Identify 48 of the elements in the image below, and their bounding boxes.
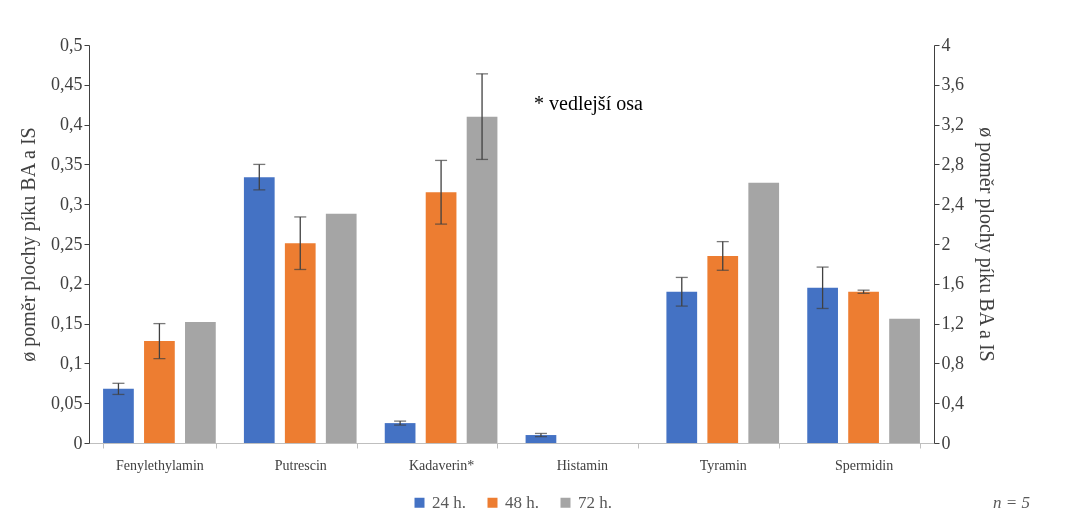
y-tick-label: 0,5 xyxy=(60,34,83,55)
y2-tick-label: 2,4 xyxy=(941,193,964,214)
bar xyxy=(185,322,216,443)
x-tick-label: Putrescin xyxy=(274,457,327,473)
y2-tick-label: 3,6 xyxy=(941,74,964,95)
y2-tick-label: 3,2 xyxy=(941,114,964,135)
legend-label: 72 h. xyxy=(578,492,612,512)
y-tick-label: 0,05 xyxy=(51,392,83,413)
y2-tick-label: 0 xyxy=(941,432,951,453)
bar xyxy=(707,255,739,443)
bar xyxy=(325,213,357,443)
y-tick-label: 0,4 xyxy=(60,114,83,135)
y-axis-title: ø poměr plochy píku BA a IS xyxy=(17,127,40,362)
bar xyxy=(748,182,780,443)
y-tick-label: 0 xyxy=(73,432,83,453)
bar xyxy=(525,435,557,443)
x-tick-label: Histamin xyxy=(556,457,609,473)
legend-label: 24 h. xyxy=(432,492,466,512)
bar xyxy=(243,177,275,443)
y2-tick-label: 1,6 xyxy=(941,273,964,294)
y2-tick-label: 1,2 xyxy=(941,313,964,334)
x-tick-label: Fenylethylamin xyxy=(115,457,204,473)
x-tick-label: Kadaverin* xyxy=(408,457,475,473)
y-tick-label: 0,45 xyxy=(51,74,83,95)
bar xyxy=(889,318,920,443)
y-tick-label: 0,3 xyxy=(60,193,83,214)
bar xyxy=(103,388,134,443)
text: n = 5 xyxy=(993,493,1030,513)
y2-tick-label: 4 xyxy=(941,34,951,55)
y-tick-label: 0,15 xyxy=(51,313,83,334)
y2-tick-label: 2 xyxy=(941,233,951,254)
y2-tick-label: 0,4 xyxy=(941,392,964,413)
y2-tick-label: 0,8 xyxy=(941,352,964,373)
y-tick-label: 0,35 xyxy=(51,153,83,174)
x-tick-label: Spermidin xyxy=(834,457,894,473)
y-tick-label: 0,1 xyxy=(60,352,83,373)
bar xyxy=(807,287,838,443)
bar xyxy=(848,291,879,443)
legend-label: 48 h. xyxy=(505,492,539,512)
bar xyxy=(144,341,175,443)
y-tick-label: 0,2 xyxy=(60,273,83,294)
y2-axis-title: ø poměr plochy píku BA a IS xyxy=(975,127,998,362)
y2-tick-label: 2,8 xyxy=(941,153,964,174)
bar xyxy=(284,243,316,443)
bar xyxy=(666,291,698,443)
annotation: * vedlejší osa xyxy=(534,92,643,115)
y-tick-label: 0,25 xyxy=(51,233,83,254)
x-tick-label: Tyramin xyxy=(699,457,747,473)
